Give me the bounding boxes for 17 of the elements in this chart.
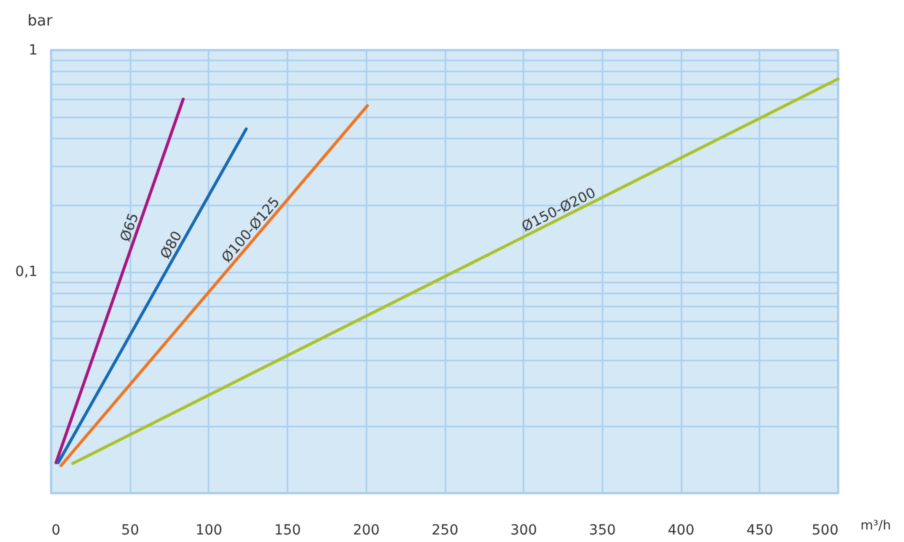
x-tick-label: 250 [432,522,458,538]
text: Ø80 [158,228,186,262]
x-tick-label: 400 [668,522,694,538]
x-tick-label: 300 [510,522,538,538]
y-axis-title: bar [28,12,54,30]
text: Ø65 [118,211,142,244]
x-tick-label: 350 [589,522,616,538]
x-axis-title: m³/h [860,518,891,534]
x-tick-label: 50 [121,522,140,538]
x-tick-label: 0 [52,522,60,538]
y-tick-label: 1 [28,42,38,58]
x-tick-label: 500 [812,522,838,538]
x-tick-label: 200 [352,522,380,538]
x-tick-label: 150 [274,522,301,538]
y-tick-label: 0,1 [15,264,38,280]
x-tick-label: 100 [196,522,222,538]
x-tick-label: 450 [746,522,774,538]
